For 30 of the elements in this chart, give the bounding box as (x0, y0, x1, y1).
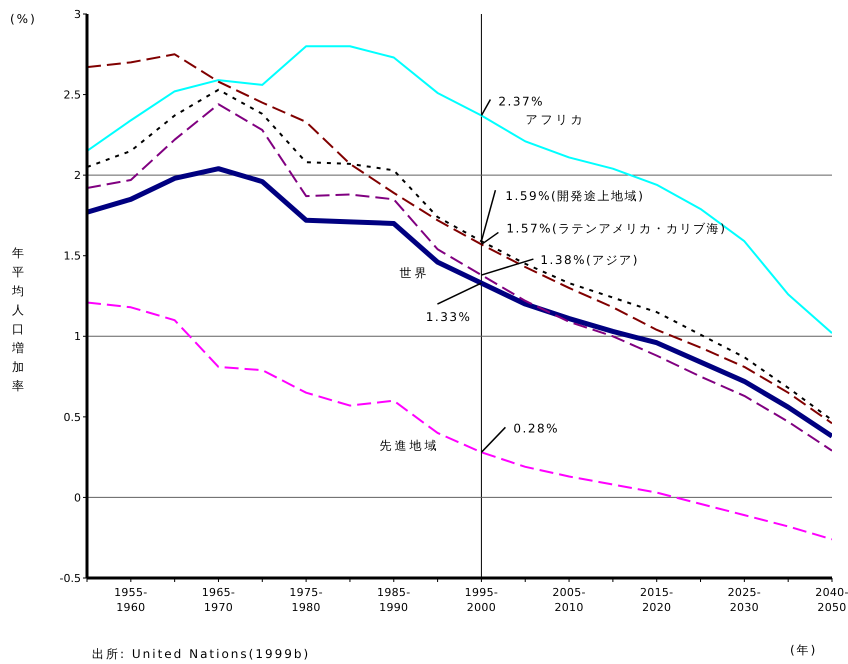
x-tick-label: 1975-1980 (289, 586, 323, 614)
text: 出所: United Nations(1999b) (92, 646, 310, 663)
y-tick-label: 2.5 (64, 88, 81, 102)
text: (年) (790, 642, 818, 659)
x-tick-label: 2005-2010 (552, 586, 586, 614)
series-label: 先進地域 (379, 438, 440, 452)
text: (%) (10, 12, 37, 26)
annotation: 1.33% (426, 310, 472, 324)
x-tick-label: 1965-1970 (202, 586, 236, 614)
annotation: 0.28% (513, 421, 560, 436)
x-tick-label: 1955-1960 (114, 586, 148, 614)
x-tick-label: 1985-1990 (377, 586, 410, 614)
x-tick-label: 2040-2050 (815, 586, 848, 614)
y-tick-label: 1.5 (64, 250, 81, 263)
annotation: 1.59%(開発途上地域) (505, 189, 644, 204)
y-tick-label: 0 (74, 491, 81, 504)
annotation: 2.37% (498, 94, 544, 109)
series-label: 世界 (399, 266, 430, 280)
y-tick-label: 0.5 (64, 410, 81, 424)
series-label: アフリカ (525, 112, 586, 127)
annotation: 1.38%(アジア) (540, 253, 639, 268)
y-tick-label: 3 (74, 8, 81, 21)
x-tick-label: 1995-2000 (464, 586, 498, 614)
y-axis-title: 年平均人口増加率 (12, 245, 25, 395)
y-tick-label: -0.5 (60, 572, 81, 585)
annotation: 1.57%(ラテンアメリカ・カリブ海) (506, 221, 726, 236)
y-tick-label: 1 (74, 330, 81, 344)
x-tick-label: 2015-2020 (640, 586, 674, 614)
x-tick-label: 2025-2030 (728, 586, 762, 614)
y-tick-label: 2 (74, 169, 81, 182)
